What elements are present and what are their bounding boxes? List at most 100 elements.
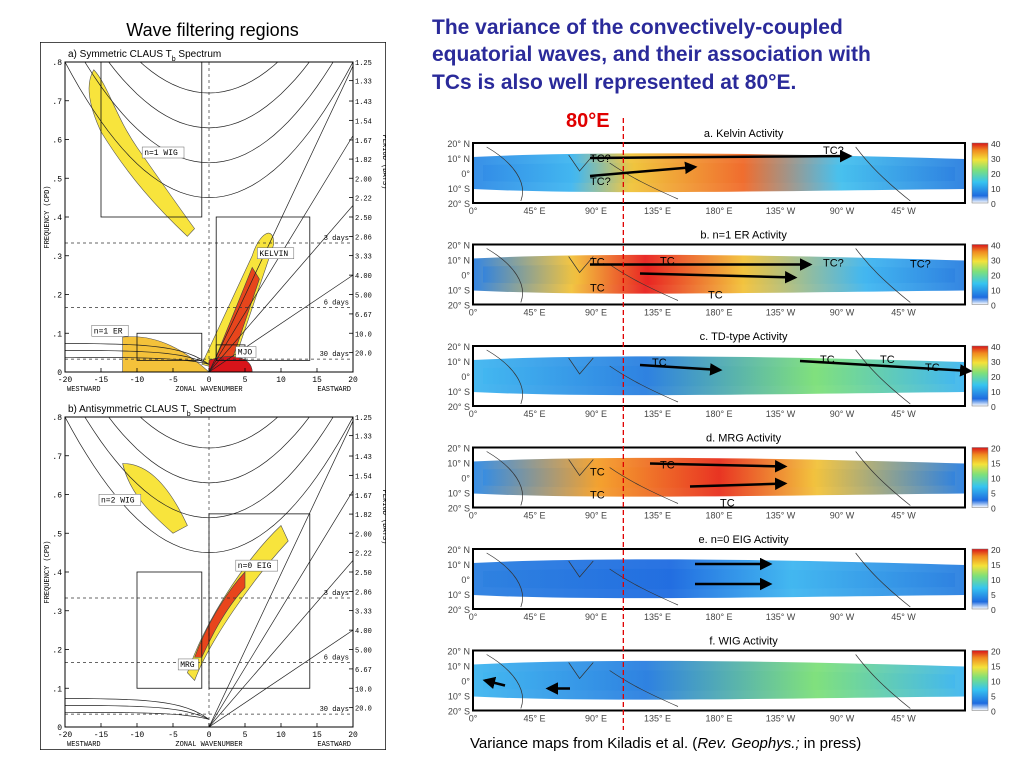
x-tick-label: 15 [312, 376, 322, 385]
dispersion-curve-kelvin [208, 205, 353, 372]
coastline-maritime [609, 670, 679, 707]
coastline-africa [486, 451, 523, 506]
lat-label: 10° S [448, 692, 470, 702]
period-tick-label: 2.00 [355, 176, 372, 184]
eastward-label: EASTWARD [317, 741, 351, 749]
y-tick-label: .6 [52, 492, 62, 501]
colorbar-tick-label: 30 [991, 154, 1001, 164]
tc-label: TC? [823, 258, 844, 270]
lat-label: 10° S [448, 387, 470, 397]
coastline-maritime [609, 264, 679, 301]
tc-label: TC [880, 354, 895, 366]
colorbar-tick-label: 20 [991, 372, 1001, 382]
colorbar-tick-label: 0 [991, 707, 996, 717]
colorbar [971, 142, 989, 204]
tc-label: TC [590, 257, 605, 269]
lon-label: 45° W [891, 308, 916, 318]
tc-track-arrow [482, 676, 506, 689]
period-tick-label: 1.54 [355, 473, 372, 481]
lon-label: 0° [469, 206, 478, 216]
coastline-maritime [609, 467, 679, 504]
lat-label: 20° S [448, 707, 470, 717]
period-axis-label: PERIOD (DAYS) [380, 490, 386, 545]
y-tick-label: .3 [52, 608, 62, 617]
colorbar-tick-label: 30 [991, 256, 1001, 266]
lat-label: 10° N [447, 560, 470, 570]
period-tick-label: 4.00 [355, 628, 372, 636]
day-line-label: 3 days [324, 235, 349, 243]
colorbar-tick-label: 10 [991, 387, 1001, 397]
coastline-maritime [609, 568, 679, 606]
map-panel-3: c. TD-type Activity 20° N 10° N 0° 10° S 20° … [447, 331, 1000, 419]
colorbar-tick-label: 15 [991, 459, 1001, 469]
colorbar-tick-label: 5 [991, 489, 996, 499]
lon-label: 90° E [585, 308, 607, 318]
colorbar [971, 548, 989, 610]
tc-label: TC? [590, 153, 611, 165]
x-tick-label: 20 [348, 731, 358, 740]
colorbar-tick-label: 0 [991, 605, 996, 615]
colorbar-tick-label: 10 [991, 286, 1001, 296]
spectrum-panel-antisymmetric: b) Antisymmetric CLAUS Tb Spectrum -20 -15… [44, 404, 386, 749]
lon-label: 135° W [766, 308, 796, 318]
dispersion-curve-kelvin [208, 490, 353, 727]
period-tick-label: 1.67 [355, 493, 372, 501]
lon-label: 45° W [891, 511, 916, 521]
y-tick-label: .5 [52, 175, 62, 184]
region-label: n=1 ER [94, 327, 123, 336]
lat-label: 0° [461, 474, 470, 484]
x-tick-label: -15 [94, 376, 109, 385]
lon-label: 0° [469, 409, 478, 419]
filter-box-eig [208, 513, 311, 689]
map-frame [472, 243, 966, 306]
x-tick-label: -5 [168, 731, 178, 740]
x-tick-label: -5 [168, 376, 178, 385]
lon-label: 180° E [705, 511, 732, 521]
left-title: Wave filtering regions [126, 20, 299, 40]
day-line-label: 30 days [320, 351, 349, 359]
period-tick-label: 2.86 [355, 590, 372, 598]
y-tick-label: .4 [52, 214, 62, 223]
coastline-americas [855, 248, 911, 303]
lat-label: 20° N [447, 139, 470, 149]
x-tick-label: -10 [130, 731, 145, 740]
x-tick-label: 5 [243, 376, 248, 385]
coastline-india [568, 357, 594, 375]
colorbar-tick-label: 5 [991, 692, 996, 702]
period-tick-label: 1.25 [355, 415, 372, 423]
spectra-frame [40, 42, 386, 750]
y-tick-label: .8 [52, 414, 62, 423]
map-panel-title: d. MRG Activity [706, 433, 782, 445]
lat-label: 20° S [448, 605, 470, 615]
lat-label: 20° N [447, 241, 470, 251]
dispersion-curve-wig [108, 62, 310, 129]
lon-label: 0° [469, 612, 478, 622]
colorbar-tick-label: 40 [991, 241, 1001, 251]
colorbar-tick-label: 10 [991, 677, 1001, 687]
coastline-africa [486, 248, 523, 303]
period-tick-label: 10.0 [355, 686, 372, 694]
filter-box-wig [100, 62, 203, 218]
lon-label: 90° W [830, 409, 855, 419]
caption-after: in press) [799, 735, 862, 752]
lon-label: 90° E [585, 714, 607, 724]
tc-label: TC [820, 354, 835, 366]
lat-label: 20° N [447, 545, 470, 555]
lat-label: 20° S [448, 402, 470, 412]
region-label: MRG [180, 661, 195, 670]
lat-label: 20° S [448, 504, 470, 514]
lon-label: 45° E [523, 409, 545, 419]
dispersion-curve-wig [108, 417, 310, 484]
tc-label: TC [660, 460, 675, 472]
variance-maps-figure: a. Kelvin Activity 20° N 10° N 0° 10° S 20° S… [447, 118, 1001, 730]
period-tick-label: 6.67 [355, 667, 372, 675]
period-tick-label: 1.82 [355, 512, 372, 520]
variance-field-core [483, 467, 955, 488]
period-tick-label: 2.50 [355, 215, 372, 223]
tc-track-arrow [639, 363, 723, 376]
filter-box-mrg [136, 571, 203, 689]
period-tick-label: 10.0 [355, 331, 372, 339]
map-panel-2: b. n=1 ER Activity 20° N 10° N 0° 10° S 20° S… [447, 230, 1000, 318]
lat-label: 10° S [448, 590, 470, 600]
